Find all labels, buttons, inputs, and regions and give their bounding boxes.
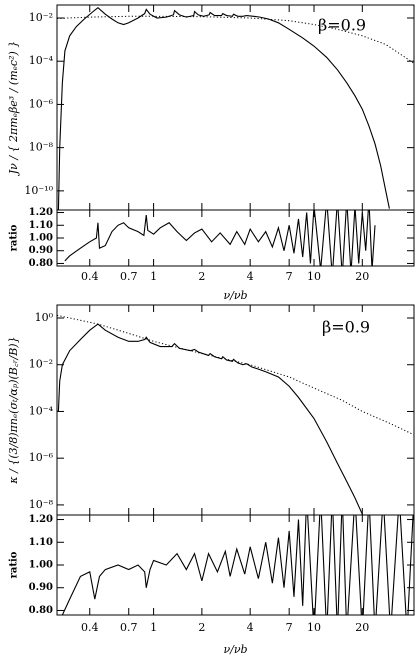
x-tick-label: 0.7 — [120, 270, 138, 283]
x-tick-label: 4 — [247, 621, 254, 634]
y-tick-label: 1.00 — [29, 233, 53, 244]
x-tick-label: 2 — [198, 270, 205, 283]
y-axis-title: ratio — [9, 551, 20, 578]
plot-frame — [56, 4, 415, 211]
x-tick-label: 1 — [150, 270, 157, 283]
y-tick-label: 10⁻¹⁰ — [24, 184, 53, 197]
y-tick-label: 0.90 — [29, 245, 53, 256]
x-tick-label: 10 — [307, 621, 321, 634]
y-tick-label: 10⁻² — [29, 358, 53, 371]
y-tick-label: 1.10 — [29, 220, 53, 231]
y-tick-label: 10⁻⁸ — [29, 141, 54, 154]
x-tick-label: 20 — [355, 270, 369, 283]
data-line — [57, 314, 414, 436]
y-tick-label: 10⁰ — [35, 311, 54, 324]
x-tick-label: 0.7 — [120, 621, 138, 634]
data-line — [57, 15, 414, 64]
plot-frame — [56, 304, 415, 516]
x-tick-label: 1 — [150, 621, 157, 634]
annotation: β=0.9 — [318, 16, 366, 35]
x-tick-label: 0.4 — [81, 270, 99, 283]
y-tick-label: 10⁻² — [29, 11, 53, 24]
x-tick-label: 20 — [355, 621, 369, 634]
data-line — [61, 515, 414, 615]
y-tick-label: 10⁻⁴ — [29, 404, 54, 417]
y-axis-title: Jν / { 2πmₑβe³ / (mₑc²) } — [7, 41, 20, 177]
x-axis-title: ν/νb — [223, 289, 247, 302]
y-tick-label: 1.10 — [29, 537, 53, 548]
x-tick-label: 2 — [198, 621, 205, 634]
x-tick-label: 7 — [286, 621, 293, 634]
y-tick-label: 10⁻⁶ — [29, 97, 54, 110]
y-tick-label: 10⁻⁸ — [29, 498, 54, 511]
x-tick-label: 7 — [286, 270, 293, 283]
y-tick-label: 0.80 — [29, 258, 53, 269]
y-tick-label: 0.90 — [29, 582, 53, 593]
data-line — [57, 6, 390, 210]
x-tick-label: 10 — [307, 270, 321, 283]
y-tick-label: 1.00 — [29, 560, 53, 571]
data-line — [64, 210, 376, 266]
y-tick-label: 1.20 — [29, 207, 53, 218]
y-axis-title: ratio — [9, 224, 20, 251]
y-tick-label: 0.80 — [29, 605, 53, 616]
x-tick-label: 4 — [247, 270, 254, 283]
x-axis-title: ν/νb — [223, 643, 247, 656]
data-line — [57, 323, 364, 515]
y-tick-label: 10⁻⁴ — [29, 54, 54, 67]
y-tick-label: 10⁻⁶ — [29, 451, 54, 464]
x-tick-label: 0.4 — [81, 621, 99, 634]
y-axis-title: κ / {(3/8)πnₑ(σₜ/αₚ)(B꜀ᵣ/B)} — [7, 336, 20, 484]
y-tick-label: 1.20 — [29, 514, 53, 525]
annotation: β=0.9 — [322, 318, 370, 337]
